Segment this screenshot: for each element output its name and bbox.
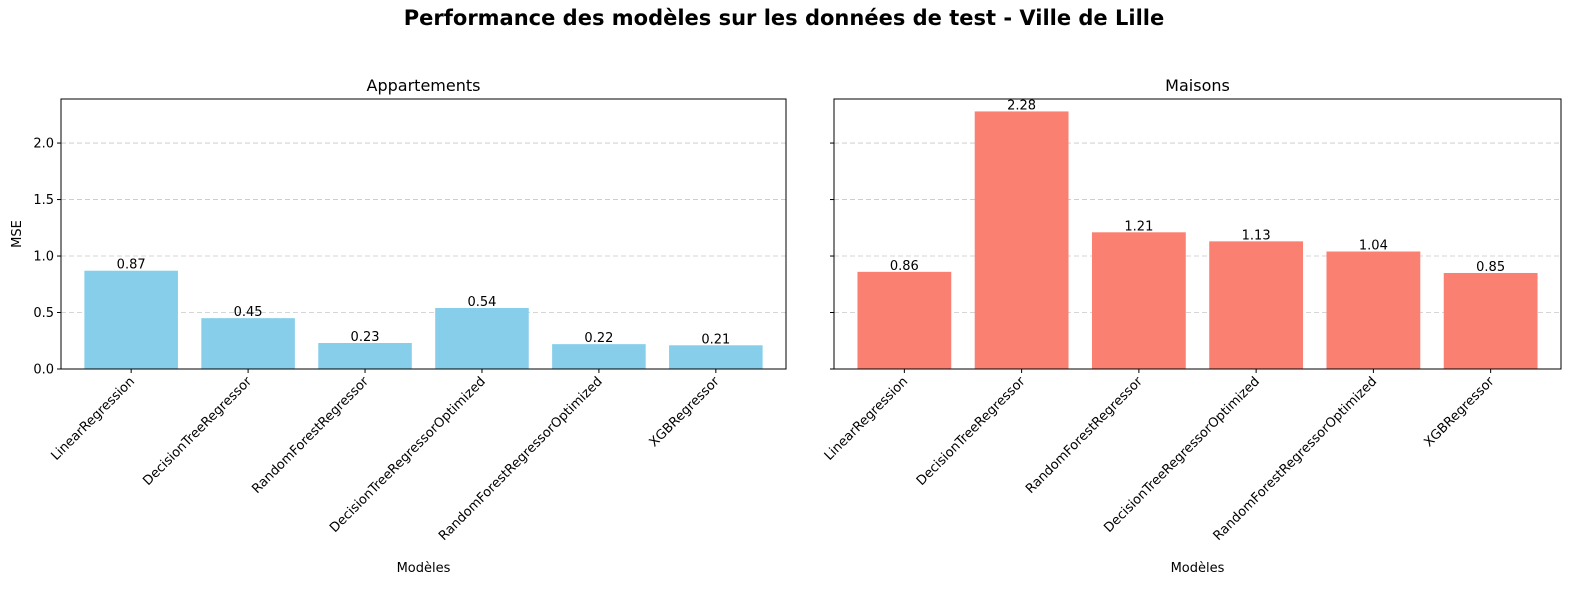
bar-value-label: 1.21 [1124,219,1153,234]
bar-value-label: 0.85 [1476,260,1505,275]
bar [669,345,763,369]
subplots: 0.87 0.45 0.23 0.54 0.22 0.21 0.0 0.5 1.0 1.5 2.0 L… [10,76,1562,576]
x-tick-label: RandomForestRegressor [249,374,372,497]
bar [1326,251,1421,369]
y-tick-label: 1.5 [33,193,54,208]
axes-frame [833,98,1562,370]
bar [318,343,412,369]
x-tick-label: LinearRegression [49,374,138,463]
bar [84,270,178,369]
bar [201,318,295,369]
bar-value-label: 0.54 [467,295,496,310]
subplot-title: Appartements [367,76,481,95]
x-tick-label: DecisionTreeRegressor [914,374,1029,489]
bar-value-label: 1.13 [1242,228,1271,243]
y-tick-label: 2.0 [33,137,54,152]
y-tick-label: 0.5 [33,306,54,321]
x-tick-label: DecisionTreeRegressor [140,374,255,489]
axes-frame [60,98,787,370]
bar-value-label: 0.87 [117,258,146,273]
figure-suptitle: Performance des modèles sur les données … [404,6,1164,30]
x-tick-label: LinearRegression [822,374,911,463]
bar [974,111,1069,369]
y-axis-label: MSE [10,220,25,248]
x-axis-label: Modèles [397,561,451,576]
bar [857,271,952,369]
x-tick-label: XGBRegressor [647,374,723,450]
bar-value-label: 2.28 [1007,98,1036,113]
bar [1443,272,1538,369]
bar [435,307,529,369]
x-tick-label: XGBRegressor [1421,374,1497,450]
bar [1209,241,1304,369]
bar-value-label: 0.22 [584,331,613,346]
x-axis-label: Modèles [1171,561,1225,576]
y-tick-label: 1.0 [33,250,54,265]
bar-value-label: 0.45 [234,305,263,320]
subplot-2: 0.86 2.28 1.21 1.13 1.04 0.85 LinearRegression… [822,76,1562,576]
bar-value-label: 0.21 [701,332,730,347]
bar-value-label: 1.04 [1359,239,1388,254]
bar [1091,232,1186,369]
x-tick-label: RandomForestRegressor [1023,374,1146,497]
bar-value-label: 0.23 [351,330,380,345]
bar [552,344,646,369]
subplot-1: 0.87 0.45 0.23 0.54 0.22 0.21 0.0 0.5 1.0 1.5 2.0 L… [10,76,787,576]
subplot-title: Maisons [1165,76,1230,95]
y-tick-label: 0.0 [33,363,54,378]
bar-value-label: 0.86 [890,259,919,274]
